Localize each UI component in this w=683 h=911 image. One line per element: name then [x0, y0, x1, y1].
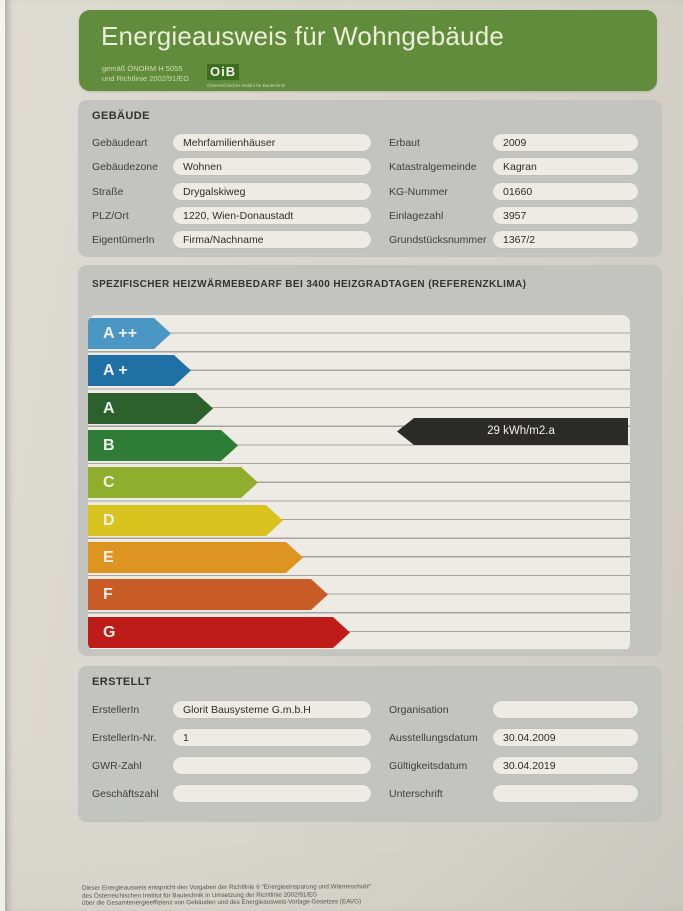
- field-value: Mehrfamilienhäuser: [183, 136, 276, 149]
- field-value-box: 1220, Wien-Donaustadt: [173, 207, 371, 224]
- norm-line-2: und Richtlinie 2002/91/EG: [102, 73, 190, 83]
- energy-class-arrow-g: G: [88, 617, 350, 648]
- oib-logo-tagline: Österreichisches Institut für Bautechnik: [207, 83, 286, 88]
- field-value-box: Kagran: [493, 158, 638, 175]
- field-value-box: 01660: [493, 183, 638, 200]
- field-label: Geschäftszahl: [92, 788, 159, 800]
- field-value: 1367/2: [503, 233, 536, 246]
- energy-class-arrow-c: C: [88, 467, 258, 498]
- field-value: Wohnen: [183, 160, 222, 173]
- field-label: Ausstellungsdatum: [389, 732, 478, 744]
- field-value-box: [493, 701, 638, 718]
- oib-logo-badge: OiB: [207, 64, 240, 80]
- field-label: KG-Nummer: [389, 186, 448, 198]
- field-label: Erbaut: [389, 137, 420, 149]
- field-value-box: [493, 785, 638, 802]
- field-label: GWR-Zahl: [92, 760, 142, 772]
- section-heizwaermebedarf: SPEZIFISCHER HEIZWÄRMEBEDARF BEI 3400 HE…: [78, 265, 662, 656]
- energy-class-label: D: [103, 512, 115, 529]
- field-label: PLZ/Ort: [92, 210, 129, 222]
- field-value: 1220, Wien-Donaustadt: [183, 209, 294, 222]
- field-value: 2009: [503, 136, 527, 149]
- field-label: ErstellerIn: [92, 704, 140, 716]
- certificate-header: Energieausweis für Wohngebäude gemäß ÖNO…: [79, 10, 657, 91]
- energy-class-arrow-f: F: [88, 579, 328, 610]
- field-value: 30.04.2009: [503, 731, 556, 744]
- field-value-box: Drygalskiweg: [173, 183, 371, 200]
- chart-title: SPEZIFISCHER HEIZWÄRMEBEDARF BEI 3400 HE…: [92, 279, 527, 290]
- energy-class-label: A: [103, 400, 115, 417]
- field-label: Straße: [92, 186, 124, 198]
- indicator-value: 29 kWh/m2.a: [487, 425, 555, 437]
- field-label: Unterschrift: [389, 788, 443, 800]
- field-label: Gebäudeart: [92, 137, 148, 149]
- field-label: Einlagezahl: [389, 210, 444, 222]
- field-value-box: 1: [173, 729, 371, 746]
- section-gebaeude-title: GEBÄUDE: [92, 110, 150, 122]
- energy-class-label: A +: [103, 362, 128, 379]
- energy-class-arrow-d: D: [88, 505, 283, 536]
- energy-class-arrow-b: B: [88, 430, 238, 461]
- field-value-box: 3957: [493, 207, 638, 224]
- energy-class-label: B: [103, 437, 115, 454]
- energy-scale-chart: A ++ A + A B C D E F G 29 kWh/m2.a: [88, 315, 630, 651]
- page-title: Energieausweis für Wohngebäude: [101, 21, 505, 51]
- field-value-box: 1367/2: [493, 231, 638, 248]
- field-value-box: Mehrfamilienhäuser: [173, 134, 371, 151]
- field-label: Gültigkeitsdatum: [389, 760, 468, 772]
- energy-class-arrow-e: E: [88, 542, 303, 573]
- header-norm-reference: gemäß ÖNORM H 5055 und Richtlinie 2002/9…: [102, 64, 189, 83]
- norm-line-1: gemäß ÖNORM H 5055: [102, 64, 183, 73]
- field-label: Katastralgemeinde: [389, 161, 477, 173]
- field-value-box: Wohnen: [173, 158, 371, 175]
- field-value-box: [173, 785, 371, 802]
- field-label: EigentümerIn: [92, 234, 155, 246]
- energy-class-arrow-a-plus-plus: A ++: [88, 318, 171, 349]
- field-value-box: Firma/Nachname: [173, 231, 371, 248]
- energy-class-arrow-a-plus: A +: [88, 355, 191, 386]
- field-label: Grundstücksnummer: [389, 234, 487, 246]
- field-value-box: Glorit Bausysteme G.m.b.H: [173, 701, 371, 718]
- field-value: 01660: [503, 185, 533, 198]
- energy-class-arrow-a: A: [88, 393, 213, 424]
- value-indicator-arrow: 29 kWh/m2.a: [397, 418, 628, 445]
- oib-logo: OiB Österreichisches Institut für Bautec…: [207, 63, 285, 88]
- energy-class-label: A ++: [103, 325, 138, 342]
- field-value-box: 30.04.2009: [493, 729, 638, 746]
- energy-class-label: C: [103, 474, 115, 491]
- field-value: 1: [183, 731, 189, 744]
- field-value: Glorit Bausysteme G.m.b.H: [183, 703, 311, 716]
- field-value: Drygalskiweg: [183, 185, 246, 198]
- field-value-box: 2009: [493, 134, 638, 151]
- field-value: Kagran: [503, 160, 537, 173]
- footer-line-3: über die Gesamtenergieeffizienz von Gebä…: [82, 898, 362, 908]
- field-value-box: [173, 757, 371, 774]
- field-value-box: 30.04.2019: [493, 757, 638, 774]
- energy-class-label: E: [103, 549, 114, 566]
- section-gebaeude: GEBÄUDE: [78, 100, 662, 257]
- energy-class-label: F: [103, 586, 113, 603]
- field-label: ErstellerIn-Nr.: [92, 732, 157, 744]
- energy-class-label: G: [103, 624, 116, 641]
- footer-legal-text: Dieser Energieausweis entspricht den Vor…: [82, 883, 372, 908]
- field-label: Organisation: [389, 704, 449, 716]
- field-value: 3957: [503, 209, 527, 222]
- field-value: 30.04.2019: [503, 759, 556, 772]
- field-label: Gebäudezone: [92, 161, 158, 173]
- section-erstellt-title: ERSTELLT: [92, 676, 152, 688]
- field-value: Firma/Nachname: [183, 233, 264, 246]
